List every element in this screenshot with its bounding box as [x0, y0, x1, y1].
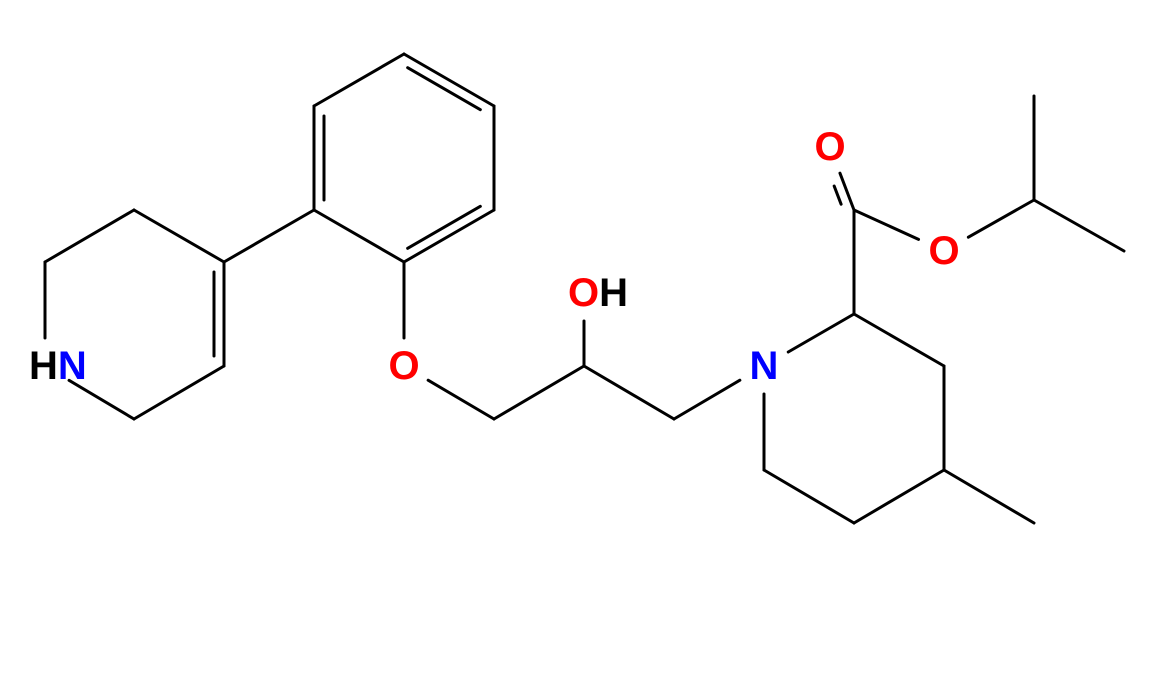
bond [408, 206, 481, 248]
bond [408, 68, 481, 110]
bond [404, 210, 494, 262]
atom-label-o: O [388, 344, 419, 388]
atom-label-o: OH [568, 271, 628, 315]
bond [134, 210, 224, 262]
bond [584, 366, 674, 419]
bond [944, 470, 1034, 523]
bond [1034, 200, 1124, 251]
bond [968, 200, 1034, 237]
bond [854, 470, 944, 523]
bond [314, 54, 404, 106]
bond [314, 210, 404, 262]
bond [788, 314, 854, 352]
bond [854, 210, 919, 239]
bond [494, 366, 584, 419]
atom-label-n: HN [29, 344, 87, 388]
bond [224, 210, 314, 262]
bond [404, 54, 494, 106]
bond [764, 470, 854, 523]
atom-label-n: N [750, 344, 779, 388]
bond [134, 366, 224, 419]
atom-label-o: O [814, 125, 845, 169]
bond [428, 380, 494, 419]
atom-label-o: O [928, 229, 959, 273]
bond [45, 210, 134, 262]
bond [834, 186, 841, 204]
bond [674, 380, 740, 419]
bond [854, 314, 944, 366]
chemical-structure: HN O OH N O O [0, 0, 1173, 698]
